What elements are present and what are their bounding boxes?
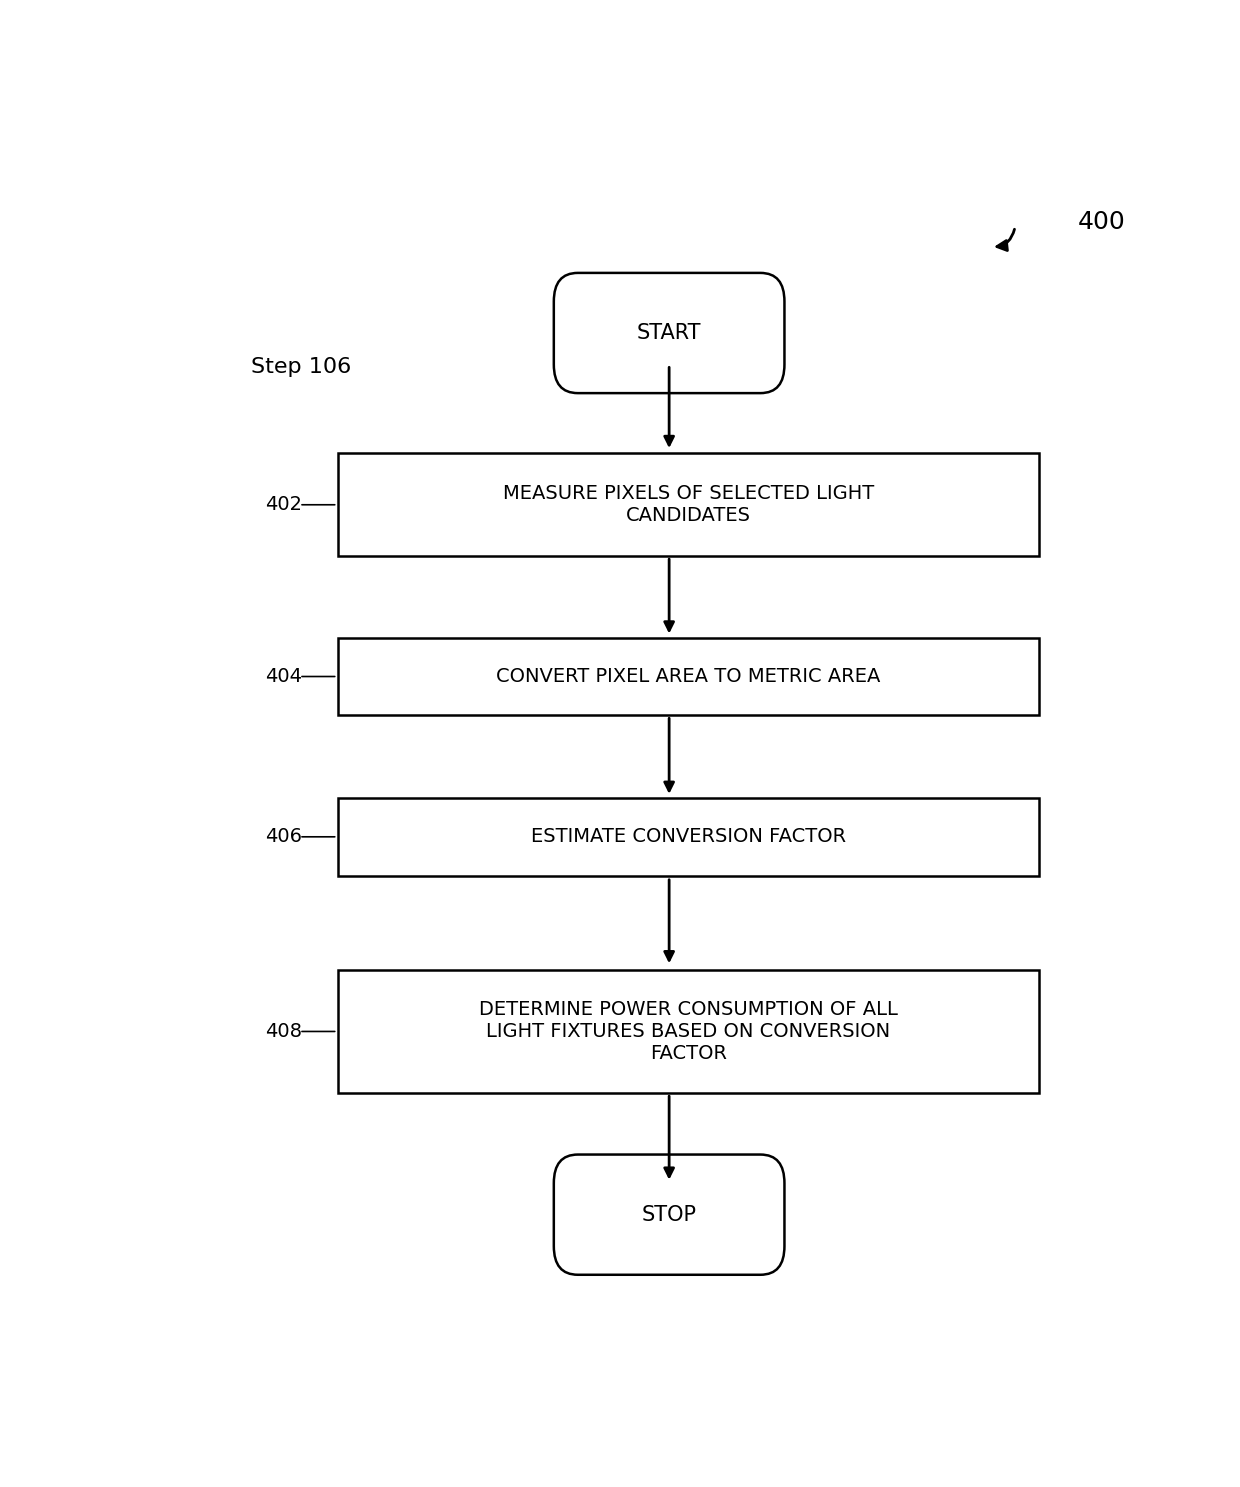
FancyBboxPatch shape <box>337 799 1039 876</box>
Text: 400: 400 <box>1078 210 1126 233</box>
Text: CONVERT PIXEL AREA TO METRIC AREA: CONVERT PIXEL AREA TO METRIC AREA <box>496 668 880 686</box>
FancyBboxPatch shape <box>337 454 1039 556</box>
Text: ESTIMATE CONVERSION FACTOR: ESTIMATE CONVERSION FACTOR <box>531 827 846 846</box>
Text: 404: 404 <box>265 668 303 686</box>
Text: START: START <box>637 323 702 343</box>
FancyBboxPatch shape <box>554 274 785 393</box>
FancyBboxPatch shape <box>554 1154 785 1274</box>
Text: 402: 402 <box>265 495 303 515</box>
Text: STOP: STOP <box>641 1204 697 1225</box>
Text: 406: 406 <box>265 827 303 846</box>
Text: MEASURE PIXELS OF SELECTED LIGHT
CANDIDATES: MEASURE PIXELS OF SELECTED LIGHT CANDIDA… <box>502 485 874 525</box>
Text: 408: 408 <box>265 1022 303 1041</box>
Text: Step 106: Step 106 <box>250 357 351 378</box>
FancyBboxPatch shape <box>337 638 1039 715</box>
Text: DETERMINE POWER CONSUMPTION OF ALL
LIGHT FIXTURES BASED ON CONVERSION
FACTOR: DETERMINE POWER CONSUMPTION OF ALL LIGHT… <box>479 999 898 1063</box>
FancyBboxPatch shape <box>337 970 1039 1093</box>
